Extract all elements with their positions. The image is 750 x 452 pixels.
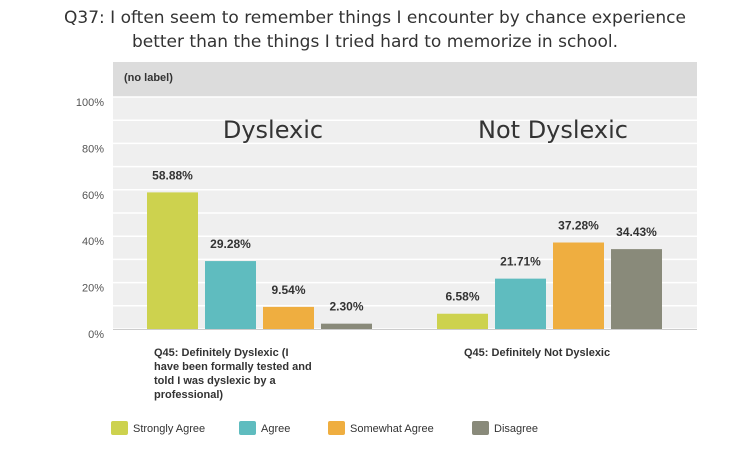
panel-label: (no label) (124, 72, 173, 84)
bar-strongly-agree (437, 313, 488, 329)
y-tick-label: 20% (82, 283, 104, 295)
y-tick-label: 0% (88, 329, 104, 341)
data-label: 6.58% (445, 290, 479, 304)
data-label: 29.28% (210, 237, 251, 251)
y-tick-label: 40% (82, 236, 104, 248)
data-label: 58.88% (152, 168, 193, 182)
data-label: 34.43% (616, 225, 657, 239)
category-label: professional) (154, 389, 223, 401)
bar-agree (205, 261, 256, 329)
bar-disagree (321, 323, 372, 329)
chart-title: Q37: I often seem to remember things I e… (0, 6, 750, 54)
data-label: 21.71% (500, 255, 541, 269)
legend-label: Disagree (494, 423, 538, 435)
category-label: told I was dyslexic by a (154, 375, 277, 387)
panel-header (113, 62, 697, 97)
legend-swatch (111, 421, 128, 435)
group-annotation: Not Dyslexic (478, 116, 628, 144)
y-tick-label: 80% (82, 143, 104, 155)
title-line-2: better than the things I tried hard to m… (131, 32, 619, 52)
category-label: have been formally tested and (154, 361, 312, 373)
group-annotation: Dyslexic (223, 116, 323, 144)
bar-agree (495, 278, 546, 329)
legend-label: Somewhat Agree (350, 423, 434, 435)
legend-swatch (328, 421, 345, 435)
y-tick-label: 60% (82, 190, 104, 202)
y-tick-label: 100% (76, 97, 104, 109)
data-label: 37.28% (558, 219, 599, 233)
bar-strongly-agree (147, 192, 198, 329)
legend-swatch (472, 421, 489, 435)
bar-disagree (611, 249, 662, 329)
bar-somewhat-agree (553, 242, 604, 329)
legend-swatch (239, 421, 256, 435)
data-label: 2.30% (329, 300, 363, 314)
bar-somewhat-agree (263, 306, 314, 329)
legend-label: Strongly Agree (133, 423, 205, 435)
category-label: Q45: Definitely Dyslexic (I (154, 347, 289, 359)
category-label: Q45: Definitely Not Dyslexic (464, 347, 610, 359)
legend-label: Agree (261, 423, 290, 435)
data-label: 9.54% (271, 283, 305, 297)
title-line-1: Q37: I often seem to remember things I e… (64, 8, 686, 28)
